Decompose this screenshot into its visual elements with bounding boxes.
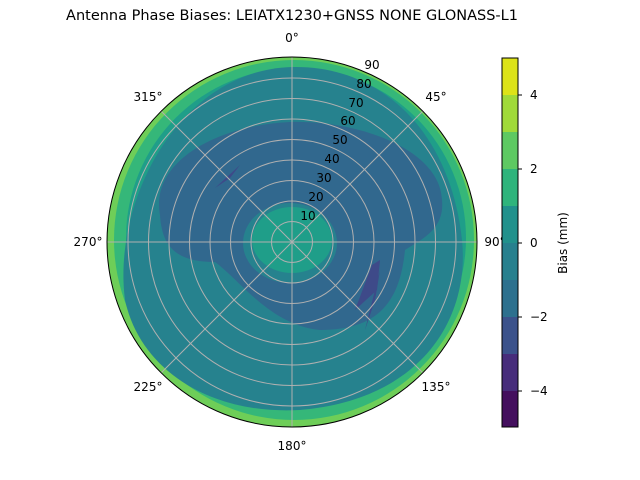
svg-text:315°: 315°	[134, 90, 163, 104]
r-tick-labels: 10 20 30 40 50 60 70 80 90	[300, 58, 379, 223]
grid-rings	[107, 57, 477, 427]
colorbar-tick: −4	[530, 384, 548, 398]
plot-border	[106, 56, 478, 428]
svg-text:90°: 90°	[484, 235, 505, 249]
svg-text:40: 40	[324, 152, 339, 166]
svg-text:135°: 135°	[422, 380, 451, 394]
svg-text:270°: 270°	[74, 235, 103, 249]
colorbar: 4 2 0 −2 −4 Bias (mm)	[501, 57, 570, 428]
colorbar-tick: −2	[530, 310, 548, 324]
svg-text:180°: 180°	[278, 439, 307, 453]
svg-text:45°: 45°	[425, 90, 446, 104]
svg-text:20: 20	[308, 190, 323, 204]
colorbar-tick: 0	[530, 236, 538, 250]
svg-text:60: 60	[340, 114, 355, 128]
colorbar-label: Bias (mm)	[556, 212, 570, 274]
svg-text:0°: 0°	[285, 31, 299, 45]
svg-text:90: 90	[364, 58, 379, 72]
chart-title: Antenna Phase Biases: LEIATX1230+GNSS NO…	[66, 8, 518, 24]
svg-text:70: 70	[348, 96, 363, 110]
svg-text:30: 30	[316, 171, 331, 185]
theta-tick-labels: 0° 45° 90° 135° 180° 225° 270° 315°	[74, 31, 506, 453]
colorbar-tick: 4	[530, 88, 538, 102]
colorbar-tick: 2	[530, 162, 538, 176]
svg-text:80: 80	[356, 77, 371, 91]
svg-text:10: 10	[300, 209, 315, 223]
svg-text:50: 50	[332, 133, 347, 147]
svg-text:225°: 225°	[134, 380, 163, 394]
